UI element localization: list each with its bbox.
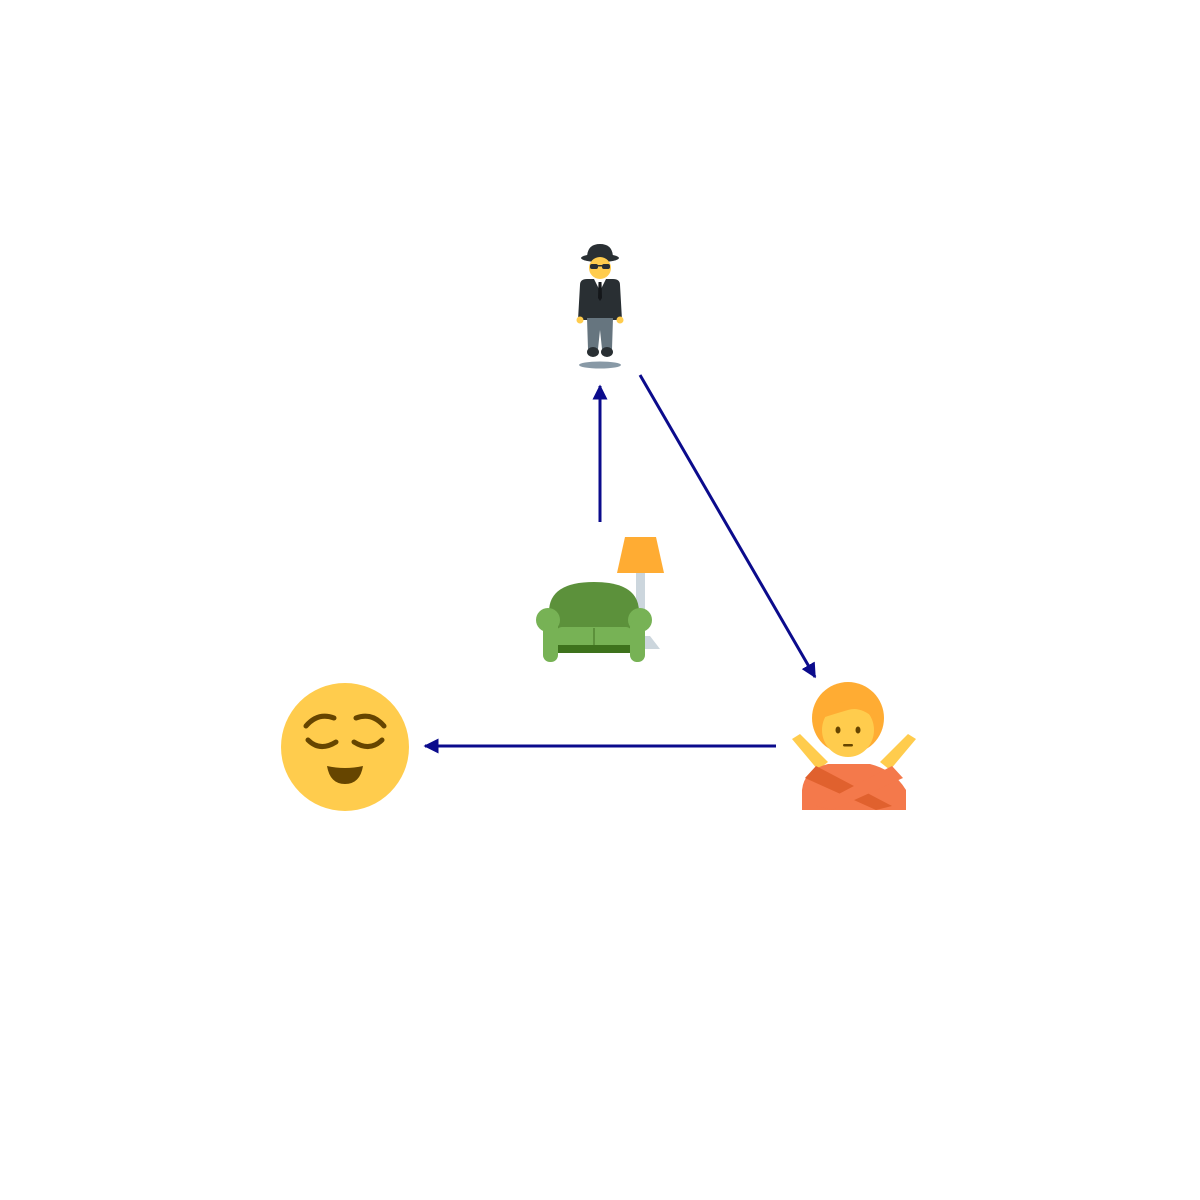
levitating-man-in-suit-icon <box>576 244 624 369</box>
edge-levitating-man-to-no-gesture <box>638 374 817 679</box>
person-gesturing-no-icon <box>792 682 916 810</box>
couch-and-lamp-icon <box>536 537 664 662</box>
relieved-face-icon <box>281 683 409 811</box>
